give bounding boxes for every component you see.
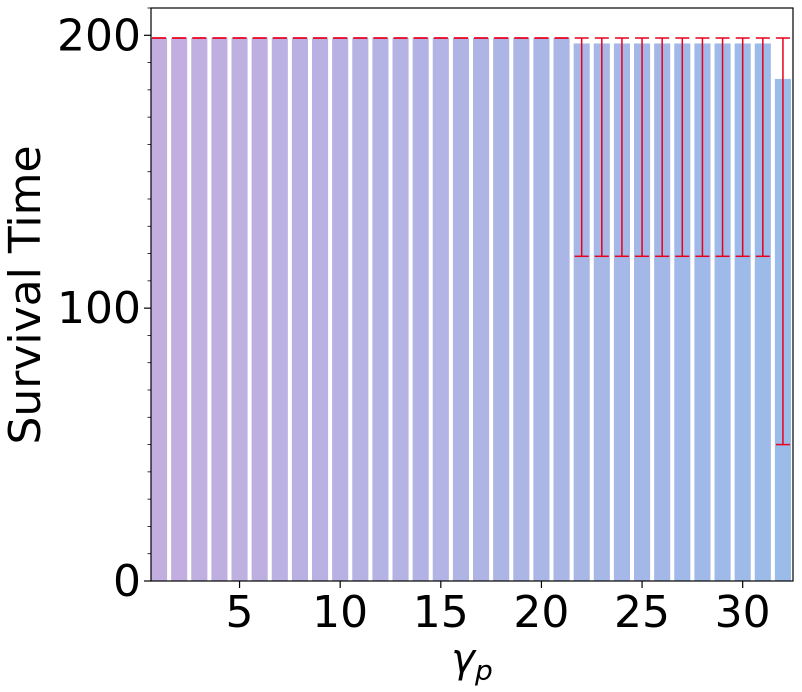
bar (412, 38, 429, 582)
bar (271, 38, 288, 582)
bar (312, 38, 329, 582)
x-tick-label: 10 (312, 587, 368, 638)
bar (613, 43, 630, 581)
error-bar (614, 37, 629, 258)
error-bar (735, 37, 750, 258)
bar (694, 43, 711, 581)
x-tick-label: 25 (614, 587, 670, 638)
bar (452, 38, 469, 582)
plot-frame (150, 7, 794, 582)
error-bar (675, 37, 690, 258)
bar (734, 43, 751, 581)
error-bar (594, 37, 609, 258)
error-bar (715, 37, 730, 258)
bar (493, 38, 510, 582)
x-ticks: 5 10 15 20 25 30 (226, 581, 771, 638)
bar (251, 38, 268, 582)
bar (754, 43, 771, 581)
bar (513, 38, 530, 582)
bars-group (151, 38, 791, 582)
bar (674, 43, 691, 581)
bar (352, 38, 369, 582)
error-bar (574, 37, 589, 258)
y-ticks: 0 100 200 (57, 7, 151, 607)
x-tick-label: 15 (413, 587, 469, 638)
error-bar (775, 37, 790, 446)
y-tick-label: 100 (57, 283, 141, 334)
bar (533, 38, 550, 582)
error-bars-group (152, 37, 790, 446)
bar (211, 38, 228, 582)
bar (593, 43, 610, 581)
bar (332, 38, 349, 582)
x-axis-label-symbol: γ (451, 636, 477, 682)
bar (392, 38, 409, 582)
bar (171, 38, 188, 582)
error-bar (755, 37, 770, 258)
bar (714, 43, 731, 581)
y-axis-label: Survival Time (0, 145, 51, 444)
x-tick-label: 5 (226, 587, 254, 638)
bar (191, 38, 208, 582)
bar (151, 38, 168, 582)
x-axis-label-subscript: p (474, 654, 493, 687)
error-bar (695, 37, 710, 258)
bar (231, 38, 248, 582)
y-tick-label: 200 (57, 10, 141, 61)
x-tick-label: 30 (715, 587, 771, 638)
error-bar (655, 37, 670, 258)
bar (432, 38, 449, 582)
bar (654, 43, 671, 581)
y-tick-label: 0 (113, 556, 141, 607)
x-axis-label: γp (451, 636, 492, 687)
error-bar (635, 37, 650, 258)
bar (634, 43, 651, 581)
bar (291, 38, 308, 582)
bar (473, 38, 490, 582)
bar (553, 38, 570, 582)
bar (372, 38, 389, 582)
bar (573, 43, 590, 581)
x-tick-label: 20 (513, 587, 569, 638)
